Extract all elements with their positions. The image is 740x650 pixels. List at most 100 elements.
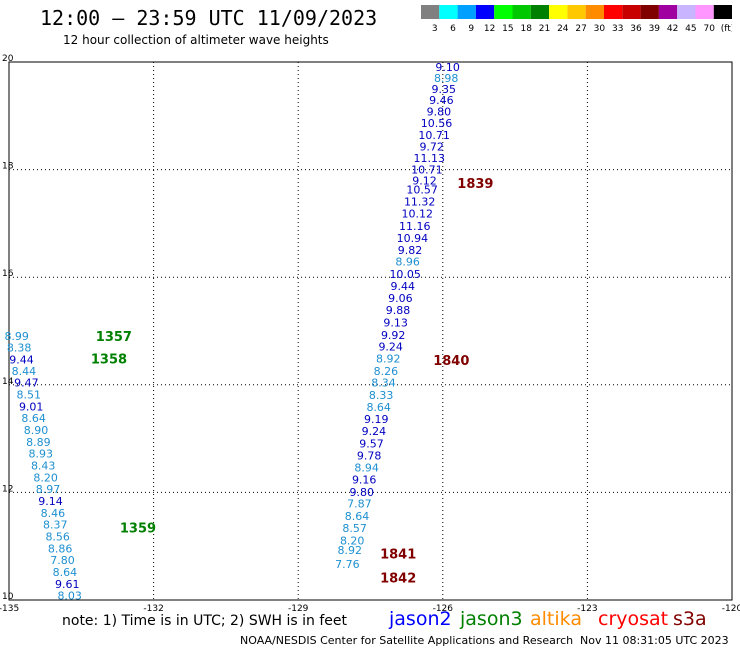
wave-height-value: 8.03	[57, 590, 82, 603]
wave-height-value: 11.16	[399, 220, 431, 233]
wave-height-value: 9.13	[383, 316, 408, 329]
generated-timestamp: Nov 11 08:31:05 UTC 2023	[580, 634, 729, 647]
wave-height-value: 9.80	[350, 486, 375, 499]
colorbar-swatch	[457, 5, 476, 19]
pass-time-label: 1840	[433, 354, 469, 369]
wave-height-value: 9.57	[359, 437, 384, 450]
wave-height-value: 9.24	[378, 341, 403, 354]
wave-height-value: 9.47	[14, 377, 39, 390]
colorbar-label: 3	[432, 24, 438, 34]
wave-height-value: 10.05	[389, 268, 421, 281]
wave-height-value: 8.38	[7, 342, 32, 355]
colorbar-swatch	[530, 5, 550, 19]
y-tick-label: 20	[2, 54, 14, 64]
x-tick-label: -129	[288, 604, 309, 614]
footer-note: note: 1) Time is in UTC; 2) SWH is in fe…	[62, 613, 348, 629]
wave-height-value: 9.80	[427, 106, 452, 119]
colorbar-label: 36	[630, 24, 642, 34]
wave-height-value: 11.32	[404, 195, 436, 208]
wave-height-value: 10.57	[406, 184, 438, 197]
pass-time-label: 1841	[380, 548, 416, 563]
wave-height-value: 8.43	[31, 460, 56, 473]
colorbar-label: 30	[594, 24, 606, 34]
colorbar-label: 15	[502, 24, 513, 34]
legend-altika: altika	[530, 608, 582, 630]
x-tick-label: -135	[0, 604, 19, 614]
colorbar-swatch	[640, 5, 659, 19]
colorbar-swatch	[475, 5, 495, 19]
plot-frame	[8, 61, 733, 601]
wave-height-value: 10.12	[402, 208, 434, 221]
wave-height-value: 8.64	[21, 412, 46, 425]
x-tick-label: -132	[143, 604, 163, 614]
wave-height-value: 8.20	[340, 534, 365, 547]
colorbar-label: 18	[520, 24, 532, 34]
colorbar-label: 39	[649, 24, 661, 34]
y-tick-label: 10	[2, 592, 14, 602]
colorbar-swatch	[549, 5, 568, 19]
colorbar-label: 70	[703, 24, 715, 34]
colorbar-label: 27	[575, 24, 586, 34]
x-tick-label: -123	[577, 604, 597, 614]
wave-height-value: 7.76	[335, 558, 360, 571]
legend-s3a: s3a	[673, 608, 707, 630]
y-tick-label: 16	[2, 269, 14, 279]
wave-height-value: 7.87	[347, 498, 372, 511]
wave-height-value: 8.26	[374, 365, 399, 378]
wave-height-value: 11.13	[414, 152, 446, 165]
wave-height-value: 9.78	[357, 449, 382, 462]
x-tick-label: -120	[722, 604, 740, 614]
wave-height-value: 9.06	[388, 292, 413, 305]
wave-height-value: 8.64	[53, 566, 78, 579]
wave-height-value: 8.37	[43, 519, 68, 532]
colorbar-swatch	[439, 5, 458, 19]
wave-height-value: 9.82	[398, 244, 423, 257]
legend-jason2: jason2	[389, 608, 452, 630]
wave-height-value: 8.57	[342, 522, 367, 535]
wave-height-value: 8.92	[376, 352, 401, 365]
wave-height-value: 9.12	[412, 174, 437, 187]
wave-height-value: 8.33	[369, 389, 394, 402]
wave-height-value: 9.88	[386, 304, 411, 317]
wave-height-value: 7.80	[50, 554, 75, 567]
colorbar-swatch	[567, 5, 586, 19]
colorbar-swatch	[622, 5, 641, 19]
wave-height-value: 8.34	[371, 377, 396, 390]
wave-height-value: 8.51	[17, 389, 42, 402]
colorbar-label: (ft)	[721, 24, 732, 34]
y-tick-label: 14	[2, 377, 14, 387]
wave-height-value: 9.01	[19, 400, 44, 413]
page-subtitle: 12 hour collection of altimeter wave hei…	[63, 33, 329, 47]
wave-height-value: 9.16	[352, 474, 377, 487]
wave-height-value: 9.92	[381, 329, 406, 342]
legend-cryosat: cryosat	[598, 608, 669, 630]
colorbar-swatch	[677, 5, 696, 19]
colorbar-swatch	[658, 5, 678, 19]
colorbar-swatch	[585, 5, 604, 19]
colorbar-label: 45	[685, 24, 696, 34]
wave-height-value: 8.20	[33, 471, 58, 484]
wave-height-value: 8.92	[338, 544, 363, 557]
wave-height-value: 9.44	[9, 354, 34, 367]
wave-height-value: 10.71	[418, 129, 450, 142]
wave-height-value: 9.44	[391, 280, 416, 293]
wave-height-value: 8.44	[12, 365, 37, 378]
colorbar-label: 6	[450, 24, 456, 34]
pass-time-label: 1839	[457, 177, 493, 192]
wave-height-value: 8.56	[45, 531, 70, 544]
pass-time-label: 1842	[380, 571, 416, 586]
wave-height-value: 8.64	[345, 510, 370, 523]
colorbar-swatch	[494, 5, 513, 19]
wave-height-value: 9.10	[435, 61, 460, 74]
colorbar-label: 24	[557, 24, 569, 34]
colorbar-swatch	[713, 5, 732, 19]
wave-height-value: 8.86	[48, 542, 73, 555]
wave-height-value: 10.56	[421, 117, 453, 130]
pass-time-label: 1358	[91, 352, 127, 367]
wave-height-value: 8.46	[41, 507, 66, 520]
wave-height-value: 9.19	[364, 413, 389, 426]
legend-jason3: jason3	[460, 608, 523, 630]
page-title: 12:00 – 23:59 UTC 11/09/2023	[40, 6, 378, 30]
y-tick-label: 18	[2, 162, 14, 172]
